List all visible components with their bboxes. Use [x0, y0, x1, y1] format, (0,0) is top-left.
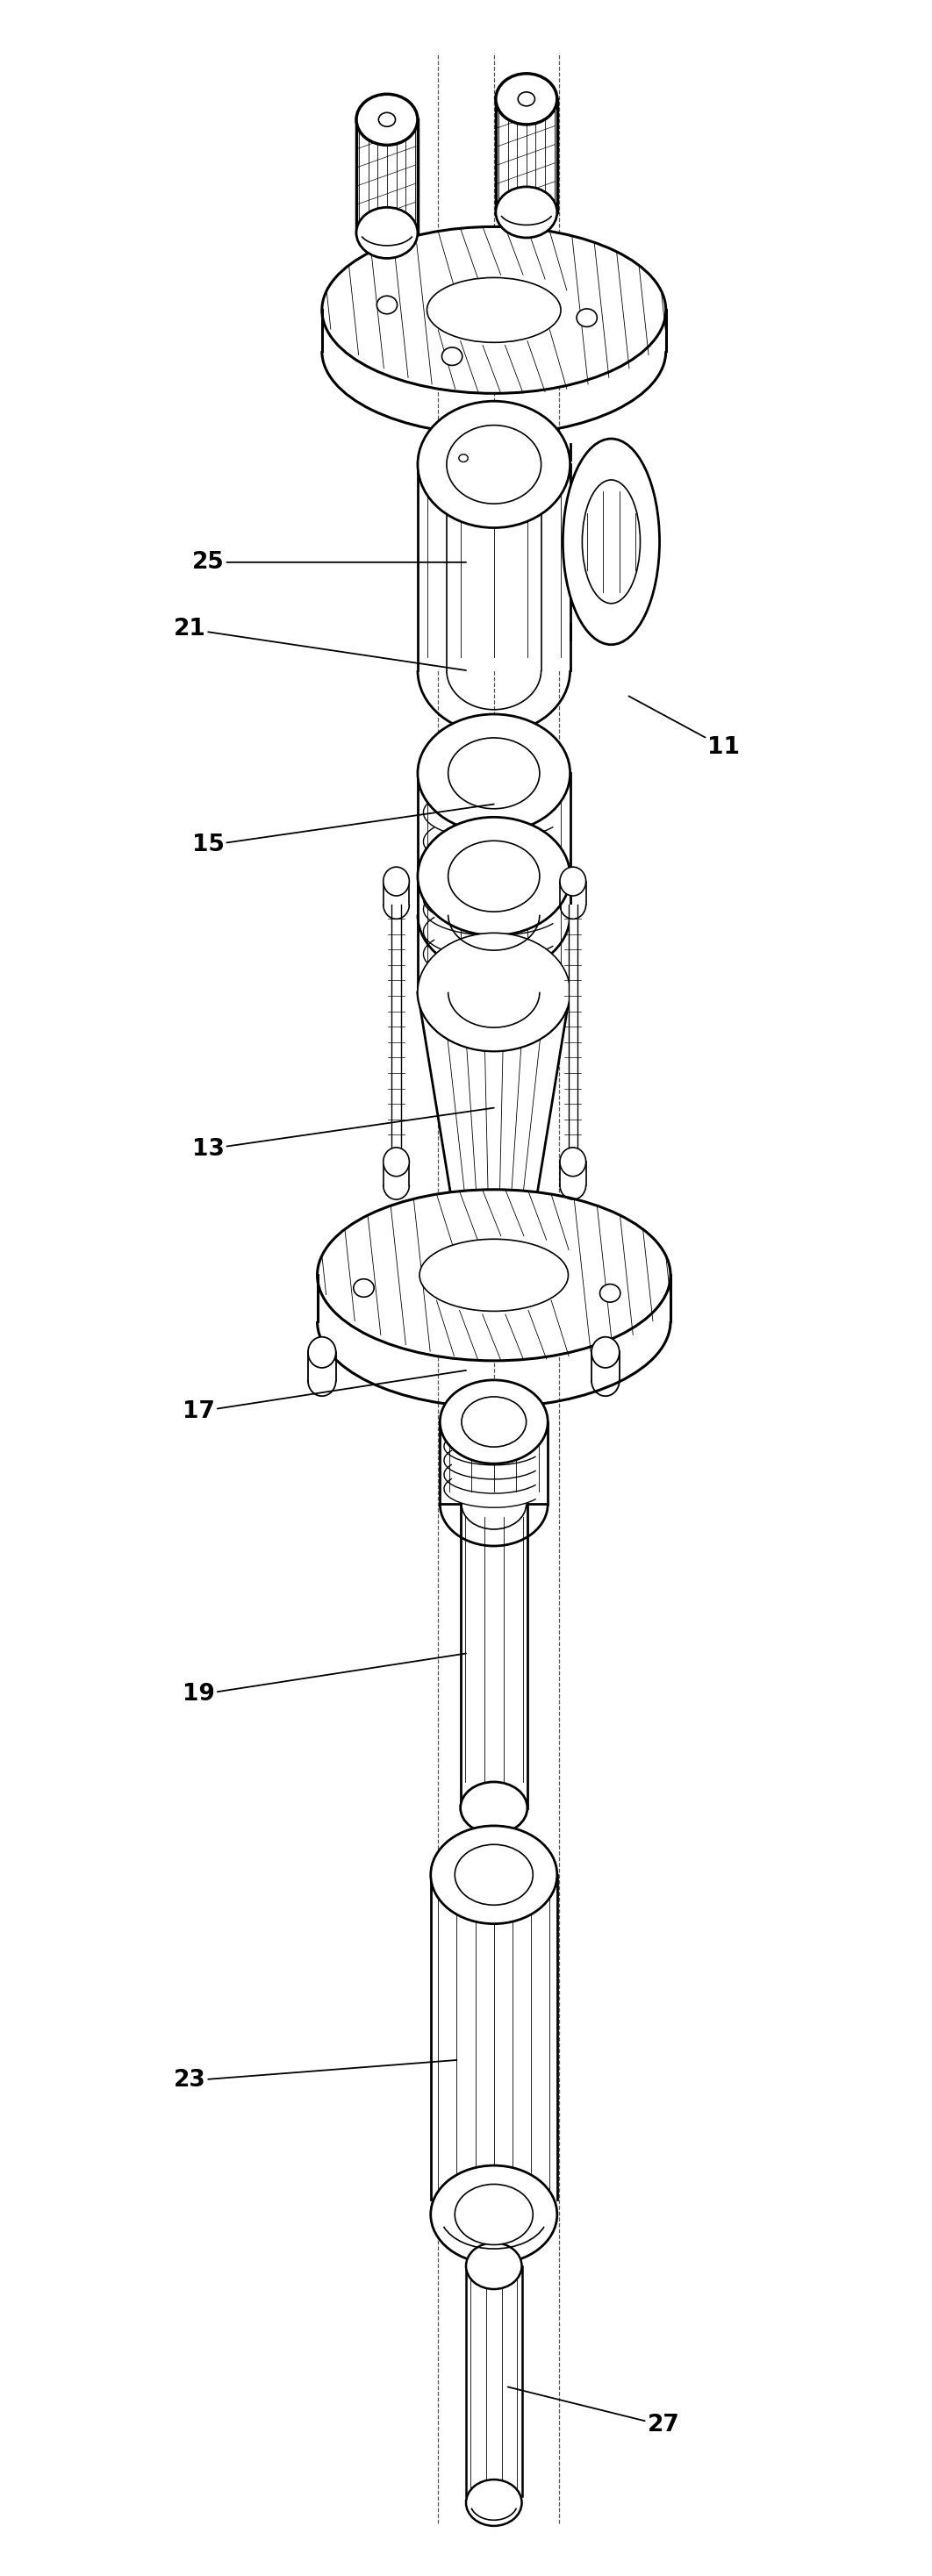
Ellipse shape — [353, 1280, 374, 1296]
Ellipse shape — [582, 479, 640, 603]
Ellipse shape — [448, 840, 540, 912]
Polygon shape — [496, 98, 557, 211]
Ellipse shape — [377, 296, 397, 314]
Ellipse shape — [577, 309, 597, 327]
Text: 17: 17 — [183, 1370, 466, 1422]
Ellipse shape — [455, 2184, 533, 2244]
Ellipse shape — [459, 453, 468, 461]
Ellipse shape — [308, 1337, 336, 1368]
Ellipse shape — [442, 348, 462, 366]
Ellipse shape — [418, 817, 570, 935]
Ellipse shape — [383, 868, 409, 896]
Ellipse shape — [600, 1285, 621, 1301]
Ellipse shape — [378, 113, 395, 126]
Ellipse shape — [431, 1826, 557, 1924]
Ellipse shape — [440, 1381, 548, 1463]
Ellipse shape — [518, 93, 535, 106]
Ellipse shape — [356, 95, 418, 144]
Text: 27: 27 — [508, 2388, 679, 2437]
Ellipse shape — [419, 1239, 569, 1311]
Text: 21: 21 — [173, 618, 466, 670]
Ellipse shape — [418, 714, 570, 832]
Ellipse shape — [496, 188, 557, 237]
Ellipse shape — [427, 278, 561, 343]
Text: 13: 13 — [192, 1108, 494, 1159]
Ellipse shape — [592, 1337, 620, 1368]
Polygon shape — [466, 2267, 522, 2496]
Text: 15: 15 — [192, 804, 494, 858]
Polygon shape — [391, 904, 401, 1162]
Ellipse shape — [383, 1146, 409, 1177]
Ellipse shape — [317, 1190, 670, 1360]
Ellipse shape — [560, 868, 586, 896]
Text: 11: 11 — [629, 696, 740, 760]
Polygon shape — [418, 992, 570, 1288]
Ellipse shape — [418, 402, 570, 528]
Ellipse shape — [560, 1146, 586, 1177]
Polygon shape — [418, 464, 570, 670]
Ellipse shape — [563, 438, 660, 644]
Polygon shape — [418, 773, 570, 914]
Ellipse shape — [356, 206, 418, 258]
Ellipse shape — [496, 75, 557, 124]
Ellipse shape — [466, 1267, 522, 1309]
Polygon shape — [440, 1422, 548, 1504]
Ellipse shape — [418, 933, 570, 1051]
Ellipse shape — [466, 2244, 522, 2290]
Ellipse shape — [322, 227, 665, 394]
Text: 25: 25 — [192, 551, 466, 574]
Polygon shape — [569, 904, 578, 1162]
Ellipse shape — [446, 425, 541, 505]
Ellipse shape — [448, 737, 540, 809]
Text: 23: 23 — [173, 2061, 457, 2092]
Ellipse shape — [460, 1783, 528, 1834]
Ellipse shape — [455, 1844, 533, 1906]
Text: 19: 19 — [183, 1654, 466, 1705]
Polygon shape — [460, 1504, 528, 1808]
Ellipse shape — [466, 2481, 522, 2527]
Ellipse shape — [461, 1396, 527, 1448]
Ellipse shape — [431, 2166, 557, 2264]
Polygon shape — [356, 118, 418, 232]
Polygon shape — [418, 876, 570, 992]
Polygon shape — [431, 1875, 557, 2200]
